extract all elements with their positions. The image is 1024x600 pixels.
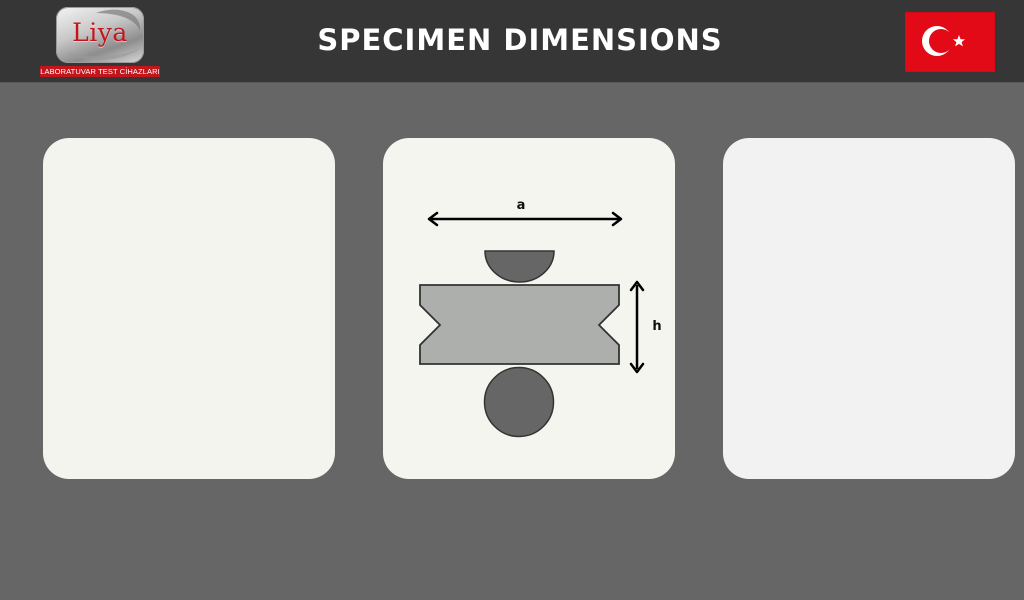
turkey-flag-icon (922, 26, 966, 56)
specimen-card-left[interactable] (43, 138, 335, 479)
page-title: SPECIMEN DIMENSIONS (317, 23, 723, 57)
upper-striker (484, 250, 555, 283)
height-dimension-arrow (629, 280, 645, 374)
notched-specimen-bar (419, 284, 620, 365)
header-bar: Liya LABORATUVAR TEST CİHAZLARI SPECIMEN… (0, 0, 1024, 83)
width-label: a (517, 198, 526, 213)
logo-tagline: LABORATUVAR TEST CİHAZLARI (40, 66, 160, 77)
specimen-diagram: a h (419, 198, 662, 438)
lower-support (483, 366, 555, 438)
specimen-card-right[interactable] (723, 138, 1015, 479)
logo-swoosh-icon (66, 9, 142, 61)
specimen-card-notched-bar[interactable]: a h (383, 138, 675, 479)
height-label: h (652, 319, 661, 334)
logo-brand-text: Liya (72, 18, 128, 47)
width-dimension-arrow (427, 211, 623, 227)
language-flag-button[interactable] (905, 12, 995, 72)
liya-logo: Liya LABORATUVAR TEST CİHAZLARI (40, 5, 160, 79)
logo-badge: Liya (56, 7, 144, 63)
